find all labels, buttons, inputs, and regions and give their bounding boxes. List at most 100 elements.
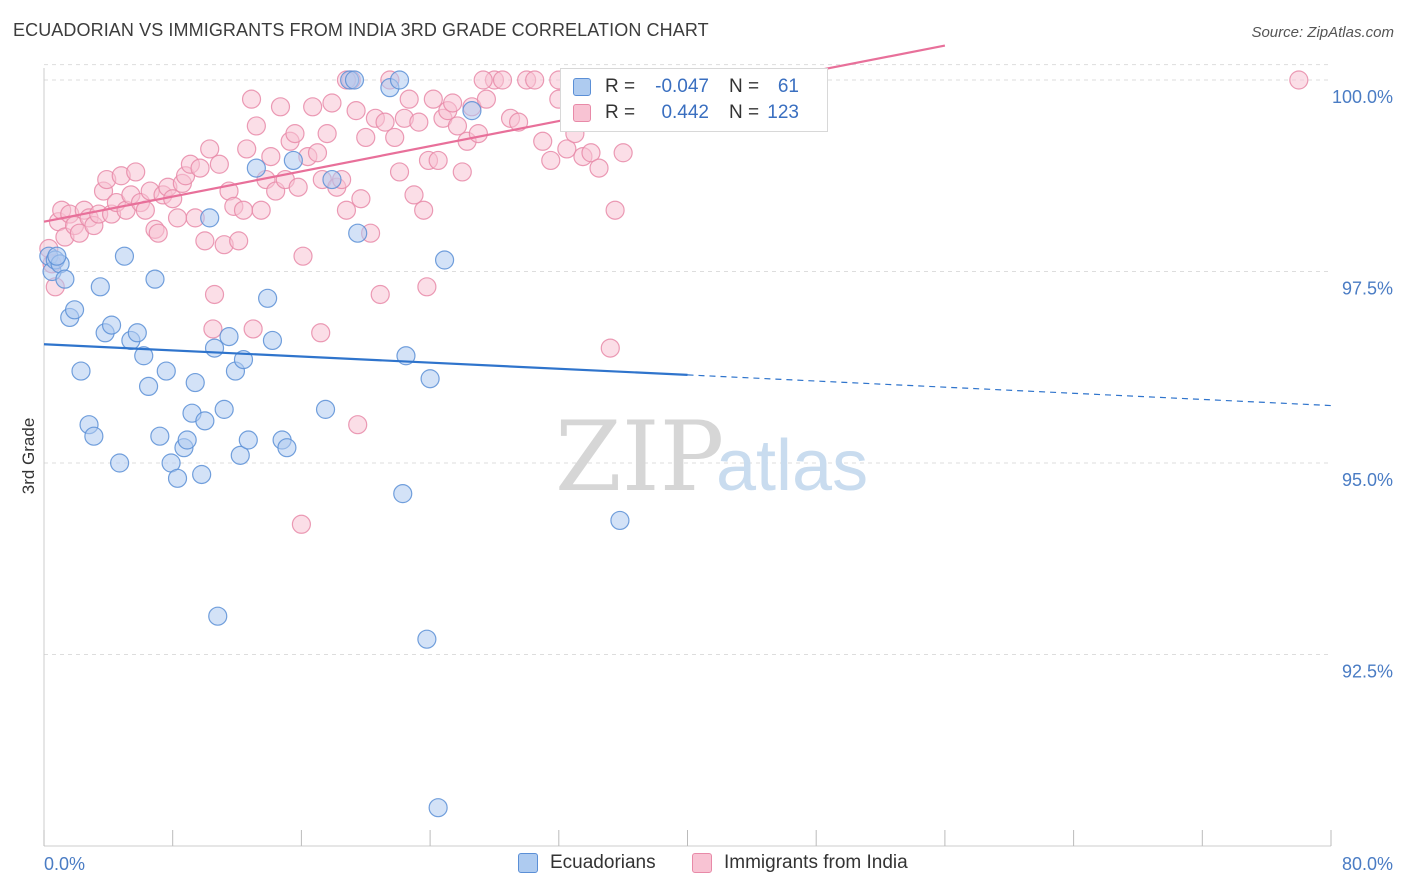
india-point-58 [303,97,323,117]
india-point-99 [525,70,545,90]
india-point-83 [423,89,443,109]
ecuadorian-point-27 [185,372,205,393]
y-tick-label-2: 97.5% [1342,279,1393,299]
india-point-25 [148,223,168,243]
y-tick-labels: 92.5% 95.0% 97.5% 100.0% [1332,87,1393,682]
ecuadorian-point-41 [262,330,283,351]
legend-item-ecuadorians[interactable]: Ecuadorians [518,852,656,874]
india-point-29 [167,208,188,228]
india-point-117 [600,338,620,358]
india-point-118 [291,514,311,534]
ecuadorian-point-49 [348,223,368,243]
ecuadorian-point-38 [238,430,258,450]
india-point-47 [251,200,271,220]
legend-row-india: R = 0.442 N = 123 [573,101,799,125]
r-label: R = [605,76,636,97]
legend-swatch-india [692,853,712,873]
ecuadorian-point-45 [322,169,342,190]
ecuadorian-point-4 [55,269,75,289]
ecuadorian-point-32 [208,606,228,626]
ecuadorian-point-54 [417,629,437,649]
ecuadorian-point-48 [344,70,365,90]
india-point-46 [246,116,266,136]
ecuadorian-point-29 [195,411,215,431]
legend-item-india[interactable]: Immigrants from India [692,852,908,874]
ecuadorian-point-12 [101,315,122,335]
india-point-80 [409,112,429,132]
india-point-116 [348,415,368,435]
ecuadorian-point-30 [200,208,220,228]
series-legend: Ecuadorians Immigrants from India [0,852,1406,878]
india-point-42 [229,231,249,251]
india-point-59 [307,143,328,163]
india-point-36 [200,139,220,159]
trend-ecuadorians-solid [43,343,688,377]
india-point-67 [346,101,366,121]
n-value: 61 [777,76,799,97]
ecuadorian-point-56 [434,250,455,270]
india-point-79 [404,185,424,205]
ecuadorian-point-19 [145,269,165,289]
india-point-84 [428,150,448,171]
india-point-75 [385,127,405,148]
india-point-44 [237,139,257,159]
india-point-72 [370,284,390,305]
legend-label-india: Immigrants from India [724,852,908,873]
india-point-45 [241,89,262,109]
india-point-87 [443,93,463,113]
india-point-56 [293,246,313,266]
y-tick-label-0: 92.5% [1342,662,1393,682]
ecuadorian-point-58 [610,510,630,531]
source-label: Source: ZipAtlas.com [1251,24,1394,41]
india-point-37 [204,284,225,305]
ecuadorian-point-6 [64,300,85,320]
india-point-119 [1289,70,1309,90]
india-point-93 [476,89,497,109]
legend-row-ecuadorians: R = -0.047 N = 61 [573,75,799,99]
legend-label-ecuadorians: Ecuadorians [550,852,656,873]
india-point-106 [581,143,601,163]
ecuadorian-point-16 [127,323,147,343]
india-point-65 [336,200,357,220]
ecuadorian-point-55 [420,369,440,389]
india-point-109 [605,200,625,220]
india-point-113 [243,319,263,339]
ecuadorian-point-51 [389,70,410,90]
india-point-55 [288,177,308,197]
india-point-110 [613,143,633,163]
y-axis-title: 3rd Grade [19,418,38,495]
y-tick-label-1: 95.0% [1342,470,1393,490]
ecuadorian-point-13 [110,453,130,473]
india-point-69 [356,127,376,148]
india-point-92 [468,124,488,144]
india-point-38 [209,154,229,174]
r-label: R = [605,102,636,123]
r-value: 0.442 [661,102,709,123]
trend-ecuadorians-dashed [687,374,1332,407]
india-point-88 [447,116,468,136]
ecuadorian-point-57 [462,101,482,121]
ecuadorian-point-17 [134,346,154,366]
series-ecuadorians [39,70,630,818]
india-point-51 [270,97,291,117]
ecuadorian-point-21 [156,361,176,381]
x-tick-label-max: 80.0% [1342,854,1393,874]
legend-swatch-india [573,104,591,122]
india-point-76 [389,162,410,182]
india-point-54 [285,124,305,144]
ecuadorian-point-7 [71,361,91,381]
legend-swatch-ecuadorians [518,853,538,873]
ecuadorian-point-36 [230,445,250,465]
ecuadorian-point-59 [428,798,448,818]
india-point-81 [414,200,434,220]
ecuadorian-point-23 [167,468,188,488]
india-point-97 [508,112,529,132]
ecuadorian-point-9 [84,426,104,446]
india-point-78 [399,89,419,109]
india-point-115 [417,277,437,297]
ecuadorian-point-52 [393,484,413,504]
n-label: N = [729,102,760,123]
india-point-61 [317,124,337,144]
n-value: 123 [767,102,799,123]
